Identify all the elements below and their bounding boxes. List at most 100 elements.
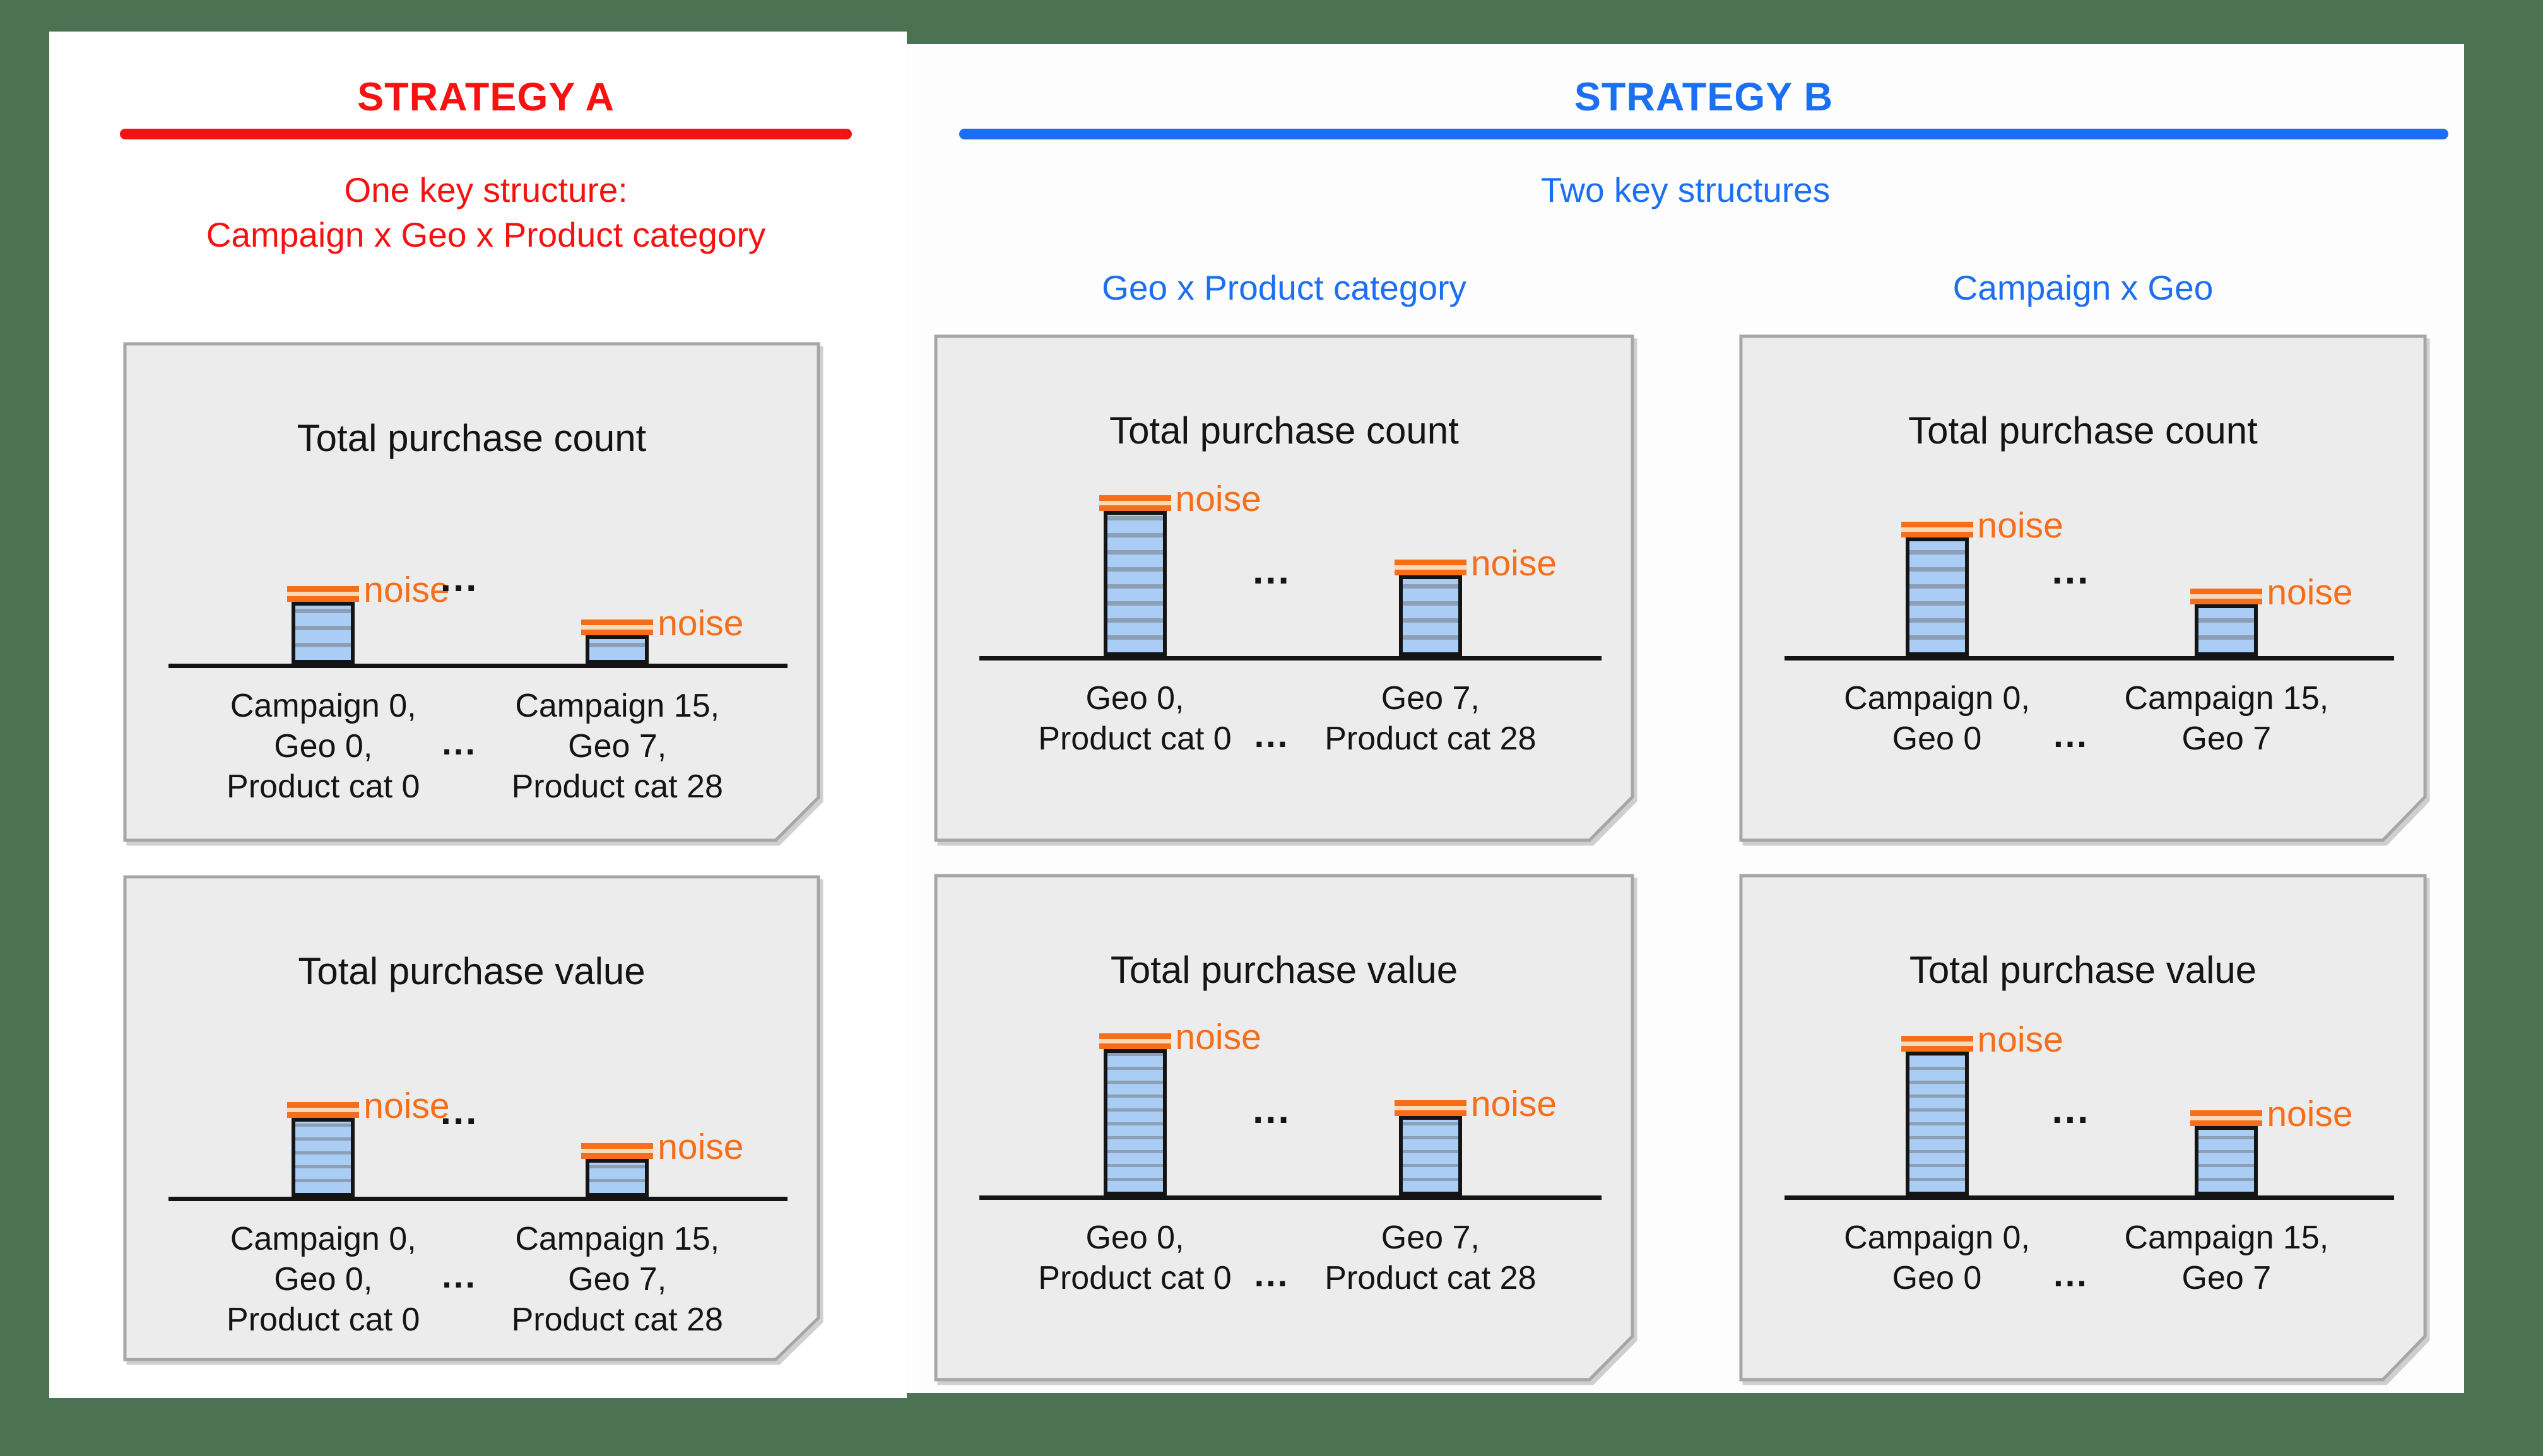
ellipsis-between-labels: ...: [2053, 1254, 2089, 1294]
panel-strategy-a-total-purchase-count: Total purchase count noise noise ... Cam…: [123, 342, 820, 842]
ellipsis-between-bars: ...: [440, 556, 479, 600]
striped-bar: [1905, 537, 1969, 656]
axis-label-line: Geo 0: [1892, 1260, 1982, 1296]
axis-label-line: Product cat 28: [1325, 720, 1537, 757]
noise-cap: [287, 586, 360, 602]
strategy-a-heading: STRATEGY A: [357, 75, 615, 119]
axis-label-second: Geo 7, Product cat 28: [1325, 1218, 1536, 1298]
noise-label: noise: [2267, 1094, 2353, 1134]
ellipsis-between-bars: ...: [1253, 1088, 1291, 1132]
panel-title: Total purchase value: [298, 950, 646, 992]
bar-chart: noise noise ...: [1785, 443, 2394, 660]
bar-chart: noise noise ...: [979, 982, 1602, 1200]
panel-geo-product-total-purchase-count: Total purchase count noise noise ... Geo…: [934, 334, 1634, 842]
folded-note-panel-background: [123, 342, 820, 842]
axis-label-line: Product cat 0: [1038, 720, 1232, 757]
ellipsis-between-labels: ...: [442, 1255, 477, 1295]
axis-label-line: Product cat 0: [1038, 1260, 1232, 1296]
bar-group-second: noise: [2190, 982, 2353, 1195]
panel-campaign-geo-total-purchase-count: Total purchase count noise noise ... Cam…: [1739, 334, 2427, 842]
ellipsis-between-bars: ...: [440, 1089, 479, 1133]
bar-group-first: noise: [1099, 982, 1261, 1195]
axis-label-line: Product cat 28: [511, 768, 723, 805]
axis-label-line: Geo 7,: [1381, 680, 1480, 717]
noise-cap: [1099, 495, 1171, 511]
noise-label: noise: [2267, 572, 2353, 613]
folded-note-panel-background: [1739, 334, 2427, 842]
folded-note-panel-background: [123, 875, 820, 1361]
bar-chart: noise noise ...: [1785, 982, 2394, 1200]
strategy-b-underline: [959, 129, 2448, 139]
axis-label-second: Campaign 15, Geo 7, Product cat 28: [512, 1219, 723, 1340]
bar-group-first: noise: [1099, 443, 1261, 656]
bar-group-second: noise: [581, 983, 743, 1197]
noise-cap: [1099, 1033, 1171, 1049]
bar-group-second: noise: [2190, 443, 2353, 656]
noise-cap: [2190, 589, 2263, 604]
noise-label: noise: [1175, 479, 1261, 519]
noise-label: noise: [1470, 1084, 1557, 1124]
axis-label-line: Campaign 0,: [1844, 680, 2030, 717]
axis-label-line: Campaign 15,: [515, 688, 720, 724]
noise-cap: [2190, 1110, 2263, 1126]
strategy-a-underline: [120, 129, 852, 139]
ellipsis-between-labels: ...: [1254, 715, 1290, 754]
noise-label: noise: [1977, 1019, 2063, 1060]
bar-chart: noise noise ...: [168, 450, 788, 668]
bar-group-first: noise: [287, 983, 450, 1197]
folded-note-panel-background: [1739, 874, 2427, 1382]
axis-label-line: Campaign 0,: [1844, 1219, 2030, 1256]
bar-chart: noise noise ...: [168, 983, 788, 1201]
axis-label-second: Campaign 15, Geo 7: [2124, 1218, 2328, 1298]
strategy-b-heading: STRATEGY B: [1574, 75, 1834, 119]
noise-cap: [287, 1102, 360, 1118]
axis-label-line: Product cat 28: [511, 1301, 723, 1338]
noise-cap: [581, 619, 654, 635]
striped-bar: [292, 602, 355, 664]
noise-cap: [581, 1143, 654, 1159]
axis-label-second: Campaign 15, Geo 7: [2124, 678, 2328, 759]
bar-group-first: noise: [1901, 982, 2063, 1195]
axis-label-first: Campaign 0, Geo 0: [1844, 678, 2030, 759]
axis-label-line: Campaign 15,: [2124, 680, 2329, 717]
panel-strategy-a-total-purchase-value: Total purchase value noise noise ... Cam…: [123, 875, 820, 1361]
axis-label-line: Product cat 28: [1325, 1260, 1537, 1296]
strategy-a-subtitle: One key structure: Campaign x Geo x Prod…: [69, 168, 902, 257]
axis-label-line: Product cat 0: [227, 768, 420, 805]
striped-bar: [1905, 1052, 1969, 1195]
axis-label-line: Geo 0,: [1085, 1219, 1184, 1256]
axis-label-line: Campaign 0,: [230, 688, 416, 724]
axis-label-line: Geo 7,: [568, 1261, 667, 1298]
noise-cap: [1394, 560, 1466, 575]
axis-label-second: Campaign 15, Geo 7, Product cat 28: [512, 686, 723, 807]
axis-label-line: Geo 7: [2181, 1260, 2272, 1296]
noise-label: noise: [658, 603, 744, 643]
striped-bar: [2195, 604, 2258, 656]
noise-label: noise: [363, 1086, 450, 1126]
panel-title: Total purchase count: [1109, 409, 1459, 452]
ellipsis-between-labels: ...: [2053, 715, 2089, 754]
striped-bar: [1103, 1049, 1167, 1195]
axis-label-line: Geo 0,: [274, 728, 373, 765]
striped-bar: [2195, 1126, 2258, 1195]
axis-label-line: Geo 7,: [568, 728, 667, 765]
strategy-b-subtitle: Two key structures: [1540, 170, 1831, 209]
axis-label-first: Campaign 0, Geo 0, Product cat 0: [227, 1219, 420, 1340]
axis-label-line: Geo 7: [2181, 720, 2272, 757]
axis-label-line: Geo 0: [1892, 720, 1982, 757]
bar-group-first: noise: [287, 450, 450, 664]
ellipsis-between-labels: ...: [442, 722, 477, 762]
strategy-a-subtitle-line2: Campaign x Geo x Product category: [206, 215, 766, 254]
axis-label-line: Geo 7,: [1381, 1219, 1480, 1256]
axis-label-first: Campaign 0, Geo 0, Product cat 0: [227, 686, 420, 807]
axis-label-second: Geo 7, Product cat 28: [1325, 678, 1536, 759]
ellipsis-between-bars: ...: [2051, 549, 2091, 592]
striped-bar: [586, 635, 649, 664]
noise-label: noise: [1470, 543, 1557, 584]
axis-label-first: Geo 0, Product cat 0: [1038, 678, 1231, 759]
panel-campaign-geo-total-purchase-value: Total purchase value noise noise ... Cam…: [1739, 874, 2427, 1382]
noise-label: noise: [363, 570, 450, 610]
bar-group-first: noise: [1901, 443, 2063, 656]
panel-title: Total purchase count: [1908, 409, 2258, 452]
noise-cap: [1394, 1100, 1466, 1116]
